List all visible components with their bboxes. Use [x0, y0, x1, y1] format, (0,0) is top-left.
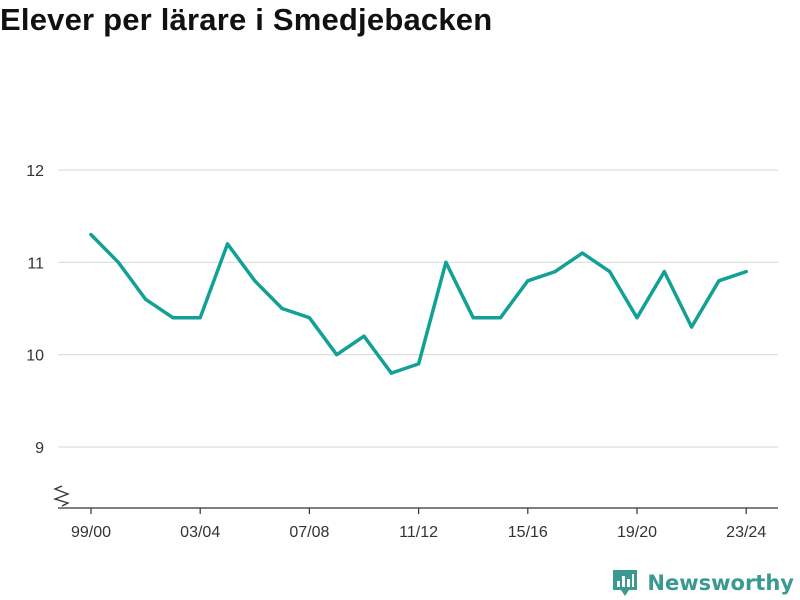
- y-axis-ticks: 9 10 11 12: [26, 163, 70, 507]
- chart-title: Elever per lärare i Smedjebacken: [0, 2, 493, 37]
- data-point: [389, 371, 393, 375]
- data-point: [690, 325, 694, 329]
- x-tick-label: 11/12: [399, 524, 438, 541]
- data-point: [608, 269, 612, 274]
- data-point: [717, 279, 721, 283]
- data-point: [417, 362, 421, 366]
- x-tick-label: 99/00: [71, 524, 111, 541]
- data-point: [662, 269, 666, 274]
- data-point: [307, 316, 311, 320]
- x-tick-label: 15/16: [508, 524, 548, 541]
- bar-chart-pin-icon: [613, 570, 638, 596]
- newsworthy-logo: Newsworthy: [611, 568, 794, 598]
- y-tick-label: 12: [26, 163, 44, 180]
- data-point: [635, 316, 639, 320]
- y-tick-label: 11: [27, 255, 44, 272]
- data-point: [280, 306, 284, 311]
- x-tick-label: 07/08: [289, 524, 329, 541]
- brand-name: Newsworthy: [647, 571, 794, 595]
- data-point: [553, 269, 557, 274]
- data-point: [116, 260, 120, 264]
- data-point: [171, 316, 175, 320]
- x-tick-label: 03/04: [180, 524, 220, 541]
- data-point: [526, 279, 530, 283]
- axis-break-icon: [53, 485, 70, 507]
- data-point: [253, 279, 257, 283]
- x-axis: 99/00 03/04 07/08 11/12 15/16 19/20 23/24: [58, 507, 778, 541]
- data-point: [144, 297, 148, 301]
- series-layer: [89, 232, 748, 375]
- data-point: [89, 233, 93, 237]
- data-point: [471, 316, 475, 320]
- y-tick-label: 10: [26, 348, 44, 365]
- data-point: [225, 242, 230, 246]
- gridlines: [58, 169, 778, 448]
- data-point: [444, 260, 448, 264]
- data-point: [198, 316, 202, 320]
- data-point: [498, 316, 503, 320]
- data-point: [580, 251, 585, 255]
- data-point: [744, 269, 748, 274]
- data-point: [362, 334, 366, 338]
- series-line-0: [89, 232, 748, 375]
- x-tick-label: 23/24: [726, 524, 766, 541]
- y-tick-label: 9: [35, 440, 44, 457]
- x-tick-label: 19/20: [617, 524, 657, 541]
- data-point: [335, 353, 339, 357]
